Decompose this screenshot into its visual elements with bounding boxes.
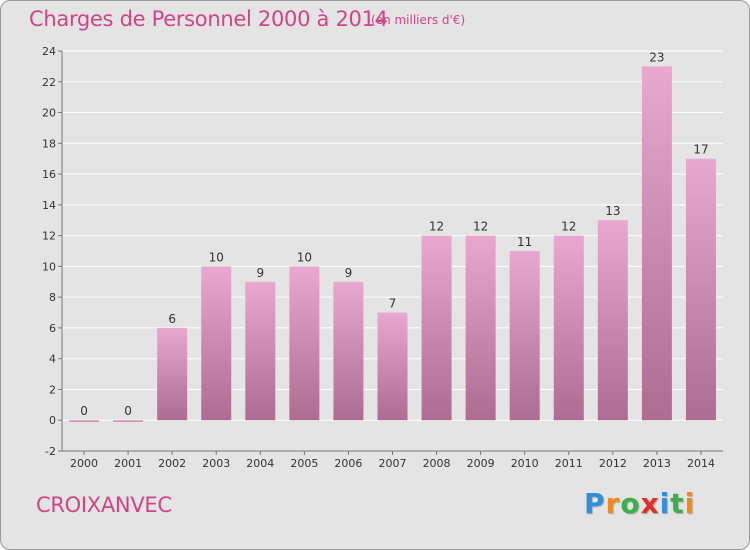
x-tick-label: 2008 [423, 457, 451, 470]
x-tick-label: 2011 [555, 457, 583, 470]
value-label: 17 [693, 143, 708, 157]
bar-2005 [289, 266, 320, 421]
x-tick-label: 2009 [467, 457, 495, 470]
bar-2008 [421, 235, 452, 421]
value-label: 11 [517, 235, 532, 249]
y-tick-label: 18 [42, 137, 56, 150]
x-tick-label: 2012 [599, 457, 627, 470]
bar-2013 [641, 66, 672, 421]
x-tick-label: 2013 [643, 457, 671, 470]
y-tick-label: 10 [42, 260, 56, 273]
y-tick-label: 8 [49, 291, 56, 304]
x-tick-label: 2010 [511, 457, 539, 470]
value-label: 10 [297, 250, 312, 264]
logo-letter: P [584, 487, 606, 520]
value-label: 0 [80, 404, 88, 418]
x-tick-label: 2006 [334, 457, 362, 470]
y-tick-label: 2 [49, 383, 56, 396]
logo-letter: i [684, 487, 696, 520]
commune-name: CROIXANVEC [36, 493, 172, 517]
proxiti-logo[interactable]: Proxiti [584, 487, 695, 520]
y-tick-label: 12 [42, 230, 56, 243]
logo-letter: r [605, 487, 621, 520]
value-label: 9 [345, 266, 353, 280]
x-tick-label: 2000 [70, 457, 98, 470]
value-label: 12 [561, 220, 576, 234]
y-tick-label: 0 [49, 414, 56, 427]
logo-letter: t [670, 487, 685, 520]
x-tick-label: 2002 [158, 457, 186, 470]
y-tick-label: 24 [42, 45, 56, 58]
value-label: 6 [168, 312, 176, 326]
x-tick-label: 2014 [687, 457, 715, 470]
logo-letter: x [640, 487, 660, 520]
bar-2012 [597, 220, 628, 421]
bar-2000 [69, 420, 100, 422]
bar-2002 [157, 327, 188, 421]
chart-title: Charges de Personnel 2000 à 2014 [29, 7, 388, 31]
value-label: 0 [124, 404, 132, 418]
y-tick-label: 22 [42, 76, 56, 89]
y-tick-label: 14 [42, 199, 56, 212]
bar-2004 [245, 281, 276, 421]
bar-2001 [113, 420, 144, 422]
y-tick-label: -2 [45, 445, 56, 458]
value-label: 9 [256, 266, 264, 280]
bar-2003 [201, 266, 232, 421]
logo-letter: o [620, 487, 641, 520]
y-tick-label: 6 [49, 322, 56, 335]
x-tick-label: 2003 [202, 457, 230, 470]
bar-2006 [333, 281, 364, 421]
x-tick-label: 2005 [290, 457, 318, 470]
bar-2010 [509, 251, 540, 421]
y-tick-label: 16 [42, 168, 56, 181]
value-label: 10 [209, 250, 224, 264]
value-label: 23 [649, 50, 664, 64]
y-tick-label: 20 [42, 107, 56, 120]
value-label: 12 [429, 220, 444, 234]
x-tick-label: 2004 [246, 457, 274, 470]
bar-2011 [553, 235, 584, 421]
bar-2009 [465, 235, 496, 421]
chart-subtitle: (en milliers d'€) [371, 13, 466, 27]
value-label: 13 [605, 204, 620, 218]
bar-2007 [377, 312, 408, 421]
x-tick-label: 2007 [379, 457, 407, 470]
value-label: 12 [473, 220, 488, 234]
x-tick-label: 2001 [114, 457, 142, 470]
y-tick-label: 4 [49, 353, 56, 366]
value-label: 7 [389, 297, 397, 311]
logo-letter: i [659, 487, 671, 520]
bar-2014 [685, 158, 716, 421]
